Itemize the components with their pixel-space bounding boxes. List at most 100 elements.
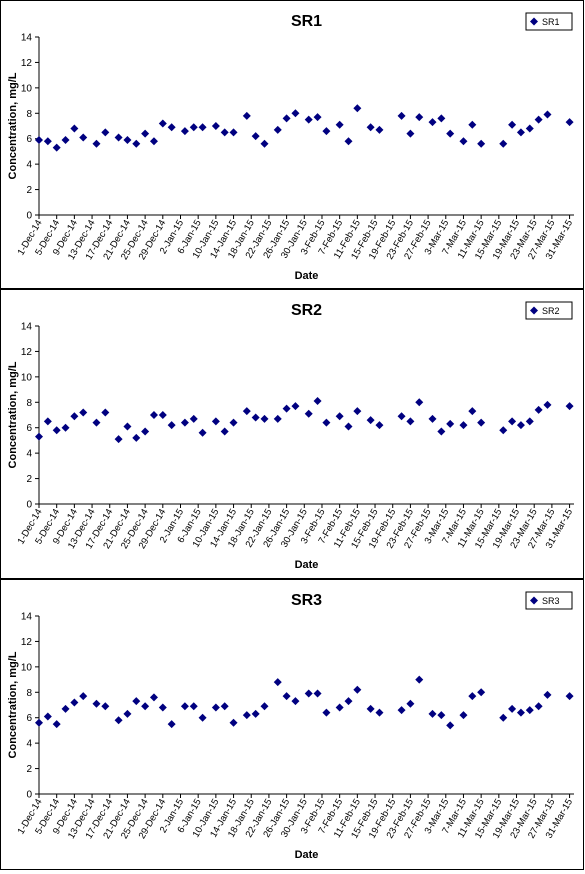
data-point-sr3 bbox=[428, 709, 437, 718]
data-point-sr3 bbox=[79, 692, 88, 701]
data-point-sr3 bbox=[525, 706, 534, 715]
data-point-sr3 bbox=[499, 713, 508, 722]
data-point-sr1 bbox=[406, 129, 415, 138]
y-tick-label: 10 bbox=[21, 662, 33, 673]
legend: SR2 bbox=[525, 301, 573, 320]
data-point-sr3 bbox=[61, 704, 70, 713]
y-tick-label: 4 bbox=[26, 739, 32, 750]
data-point-sr3 bbox=[141, 702, 150, 711]
data-point-sr3 bbox=[516, 708, 525, 717]
data-point-sr1 bbox=[335, 120, 344, 129]
data-point-sr3 bbox=[565, 692, 574, 701]
data-point-sr1 bbox=[282, 114, 291, 123]
data-point-sr1 bbox=[43, 137, 52, 146]
data-point-sr2 bbox=[406, 417, 415, 426]
data-point-sr3 bbox=[543, 690, 552, 699]
chart-panel-sr3: SR3 0 2 4 6 8 10 12 14 1-Dec-14 5-Dec-14 9-Dec-14 13… bbox=[0, 579, 584, 870]
data-point-sr3 bbox=[375, 708, 384, 717]
data-point-sr3 bbox=[251, 709, 260, 718]
y-tick-label: 2 bbox=[26, 185, 32, 196]
chart-title: SR1 bbox=[291, 13, 322, 30]
data-point-sr1 bbox=[242, 111, 251, 120]
data-point-sr2 bbox=[313, 397, 322, 406]
data-point-sr3 bbox=[508, 704, 517, 713]
data-point-sr3 bbox=[304, 689, 313, 698]
data-point-sr3 bbox=[397, 706, 406, 715]
data-point-sr3 bbox=[335, 703, 344, 712]
legend-box bbox=[525, 12, 573, 31]
data-point-sr2 bbox=[335, 412, 344, 421]
data-point-sr2 bbox=[273, 414, 282, 423]
data-point-sr3 bbox=[101, 702, 110, 711]
data-point-sr1 bbox=[534, 115, 543, 124]
data-point-sr2 bbox=[366, 416, 375, 425]
y-tick-label: 12 bbox=[21, 637, 33, 648]
data-point-sr1 bbox=[291, 109, 300, 118]
data-point-sr2 bbox=[158, 411, 167, 419]
data-point-sr2 bbox=[397, 412, 406, 421]
data-point-sr1 bbox=[499, 139, 508, 148]
data-point-sr1 bbox=[189, 123, 198, 132]
data-point-sr1 bbox=[114, 133, 123, 142]
data-point-sr2 bbox=[446, 419, 455, 428]
data-point-sr3 bbox=[167, 720, 176, 729]
chart-sr2-svg: SR2024681012141-Dec-145-Dec-149-Dec-1413… bbox=[7, 301, 575, 571]
data-point-sr1 bbox=[344, 137, 353, 146]
data-point-sr1 bbox=[101, 128, 110, 137]
y-tick-label: 0 bbox=[26, 500, 32, 511]
data-point-sr3 bbox=[291, 697, 300, 706]
data-point-sr1 bbox=[397, 111, 406, 120]
y-tick-label: 2 bbox=[26, 764, 32, 775]
data-point-sr1 bbox=[251, 132, 260, 141]
data-point-sr1 bbox=[313, 113, 322, 122]
data-point-sr2 bbox=[516, 421, 525, 430]
data-point-sr1 bbox=[79, 133, 88, 142]
chart-title: SR2 bbox=[291, 302, 322, 319]
x-axis-label: Date bbox=[295, 559, 319, 571]
data-point-sr1 bbox=[198, 123, 207, 132]
data-point-sr3 bbox=[198, 713, 207, 722]
data-point-sr3 bbox=[415, 675, 424, 684]
y-tick-label: 6 bbox=[26, 134, 32, 145]
data-point-sr3 bbox=[437, 711, 446, 720]
data-point-sr3 bbox=[242, 711, 251, 720]
data-point-sr1 bbox=[273, 125, 282, 134]
data-point-sr2 bbox=[141, 427, 150, 436]
data-point-sr2 bbox=[375, 421, 384, 430]
data-point-sr2 bbox=[322, 418, 331, 427]
data-point-sr3 bbox=[220, 702, 229, 711]
y-tick-label: 12 bbox=[21, 347, 33, 358]
data-point-sr1 bbox=[35, 135, 43, 144]
data-point-sr1 bbox=[70, 124, 79, 133]
data-point-sr3 bbox=[35, 718, 43, 727]
data-point-sr1 bbox=[260, 139, 269, 148]
data-point-sr1 bbox=[525, 124, 534, 133]
data-point-sr3 bbox=[132, 697, 141, 706]
data-point-sr2 bbox=[167, 421, 176, 430]
data-point-sr1 bbox=[158, 119, 167, 128]
data-point-sr3 bbox=[353, 685, 362, 694]
data-point-sr3 bbox=[344, 697, 353, 706]
data-point-sr2 bbox=[508, 417, 517, 426]
data-point-sr2 bbox=[114, 435, 123, 444]
data-point-sr2 bbox=[132, 433, 141, 442]
y-axis-label: Concentration, mg/L bbox=[7, 651, 19, 758]
legend: SR3 bbox=[525, 591, 573, 610]
data-point-sr2 bbox=[415, 398, 424, 407]
data-point-sr2 bbox=[291, 402, 300, 411]
data-point-sr2 bbox=[61, 423, 70, 432]
legend-marker bbox=[530, 17, 538, 26]
data-point-sr1 bbox=[543, 110, 552, 119]
data-point-sr1 bbox=[477, 139, 486, 148]
data-point-sr1 bbox=[180, 127, 189, 136]
data-point-sr1 bbox=[132, 139, 141, 148]
data-point-sr2 bbox=[43, 417, 52, 426]
data-point-sr3 bbox=[189, 702, 198, 711]
y-axis-label: Concentration, mg/L bbox=[7, 72, 19, 179]
data-point-sr3 bbox=[477, 688, 486, 697]
data-point-sr3 bbox=[158, 703, 167, 712]
data-point-sr3 bbox=[459, 711, 468, 720]
data-point-sr3 bbox=[70, 698, 79, 707]
legend-label: SR2 bbox=[542, 306, 560, 316]
x-axis-label: Date bbox=[295, 270, 319, 282]
